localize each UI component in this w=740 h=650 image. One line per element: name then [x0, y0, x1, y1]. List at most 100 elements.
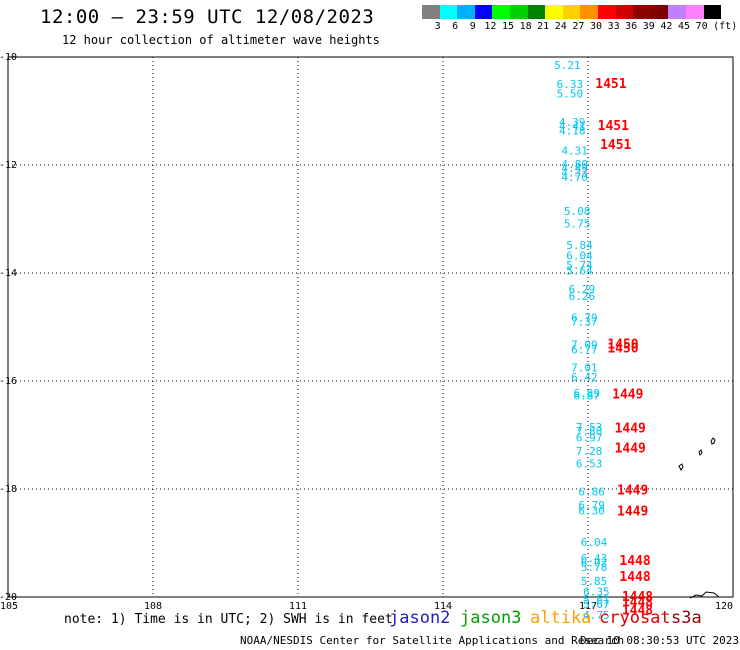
colorbar-label: 36	[625, 21, 638, 32]
swh-label: 5.21	[554, 59, 581, 72]
lon-tick-label: 120	[715, 601, 733, 612]
swh-label: 5.50	[557, 88, 584, 101]
swh-label: 5.61	[583, 594, 610, 607]
swh-label: 5.64	[566, 264, 593, 277]
colorbar-swatch	[650, 5, 669, 19]
coastline-shape	[689, 591, 720, 599]
page-subtitle: 12 hour collection of altimeter wave hei…	[62, 33, 380, 47]
swh-labels: 5.21 6.335.50 4.394.414.18 4.314.804.494.33…	[554, 59, 610, 622]
pass-time-label: 1448	[619, 554, 650, 569]
colorbar-label: 45	[677, 21, 691, 32]
credit-text: NOAA/NESDIS Center for Satellite Applica…	[240, 634, 625, 647]
mission-legend-jason2: jason2	[389, 608, 451, 628]
colorbar-label: 24	[554, 21, 567, 32]
swh-label: 6.77	[571, 344, 598, 357]
swh-label: 5.67	[583, 598, 610, 611]
swh-label: 5.08	[564, 205, 591, 218]
swh-label: 6.04	[566, 250, 593, 263]
swh-label: 5.84	[566, 239, 593, 252]
mission-legend-s3a: s3a	[671, 608, 702, 628]
page-title: 12:00 — 23:59 UTC 12/08/2023	[40, 6, 375, 28]
pass-time-label: 1448	[622, 595, 653, 610]
swh-label: 5.75	[564, 217, 591, 230]
lon-tick-label: 114	[434, 601, 452, 612]
pass-time-label: 1448	[622, 590, 653, 605]
wave-height-colorbar	[422, 5, 722, 19]
pass-time-label: 1448	[622, 604, 653, 619]
colorbar-swatch	[545, 5, 563, 19]
axis-tick-labels: 105 108 111 114 117 120 -10 -12 -14 -16 -18 -20	[0, 52, 733, 612]
pass-time-label: 1448	[619, 570, 650, 585]
map-frame	[7, 56, 734, 598]
colorbar-swatch	[562, 5, 581, 19]
pass-time-label: 1449	[612, 388, 643, 403]
swh-label: 7.80	[576, 425, 603, 438]
swh-label: 4.18	[559, 124, 586, 137]
map-grid	[7, 56, 734, 598]
swh-label: 6.86	[578, 486, 605, 499]
swh-label: 6.04	[581, 536, 608, 549]
colorbar-label: 30	[589, 21, 603, 32]
colorbar-label: 21	[537, 21, 550, 32]
swh-label: 6.89	[574, 387, 601, 400]
colorbar-label: 18	[519, 21, 532, 32]
lat-tick-label: -18	[0, 484, 17, 495]
island-shape	[678, 463, 684, 471]
colorbar-label: 9	[469, 21, 476, 32]
swh-label: 6.33	[557, 78, 584, 91]
colorbar-swatch	[457, 5, 475, 19]
footer-note: note: 1) Time is in UTC; 2) SWH is in fe…	[64, 612, 393, 627]
swh-label: 6.30	[578, 505, 605, 518]
colorbar-swatch	[492, 5, 510, 19]
mission-legend-altika: altika	[530, 608, 592, 628]
swh-label: 4.33	[561, 167, 588, 180]
swh-label: 7.09	[571, 338, 598, 351]
swh-label: 7.53	[576, 421, 603, 434]
pass-time-label: 1449	[617, 484, 648, 499]
colorbar-swatch	[509, 5, 528, 19]
pass-time-label: 1449	[615, 442, 646, 457]
lon-tick-label: 117	[579, 601, 597, 612]
mission-legend-jason3: jason3	[460, 608, 522, 628]
swh-label: 7.01	[571, 362, 598, 375]
pass-time-label: 1450	[607, 337, 638, 352]
lat-tick-label: -10	[0, 52, 17, 63]
pass-time-label: 1449	[617, 505, 648, 520]
lon-tick-label: 111	[289, 601, 307, 612]
lon-tick-label: 108	[144, 601, 162, 612]
swh-label: 6.53	[576, 458, 603, 471]
lon-tick-label: 105	[0, 601, 18, 612]
colorbar-swatch	[527, 5, 546, 19]
colorbar-label: 6	[452, 21, 459, 32]
lat-tick-label: -14	[0, 268, 17, 279]
swh-label: 4.70	[561, 171, 588, 184]
swh-label: 5.78	[581, 561, 608, 574]
colorbar-swatch	[703, 5, 722, 19]
colorbar-labels: 3 6 9 12 15 18 21 24 27 30 33 36 39 42 45 70 (ft)	[422, 21, 740, 35]
colorbar-swatch	[597, 5, 616, 19]
pass-time-label: 1449	[615, 422, 646, 437]
colorbar-label: 15	[501, 21, 515, 32]
swh-label: 6.35	[583, 586, 610, 599]
generated-timestamp: Dec 10 08:30:53 UTC 2023	[580, 634, 739, 647]
colorbar-swatch	[685, 5, 704, 19]
colorbar-label: 3	[434, 21, 441, 32]
swh-label: 5.85	[581, 575, 608, 588]
colorbar-label: (ft)	[713, 21, 738, 32]
lat-tick-label: -12	[0, 160, 17, 171]
colorbar-swatch	[580, 5, 598, 19]
mission-legend-cryosat: cryosat	[599, 608, 671, 628]
colorbar-swatch	[633, 5, 651, 19]
pass-time-label: 1451	[595, 77, 626, 92]
colorbar-swatch	[474, 5, 493, 19]
swh-label: 6.43	[581, 552, 608, 565]
colorbar-label: 27	[572, 21, 585, 32]
swh-label: 6.79	[578, 499, 605, 512]
swh-label: 4.75	[583, 609, 610, 622]
swh-label: 6.97	[576, 432, 603, 445]
island-shape	[710, 437, 716, 445]
swh-label: 4.80	[561, 158, 588, 171]
